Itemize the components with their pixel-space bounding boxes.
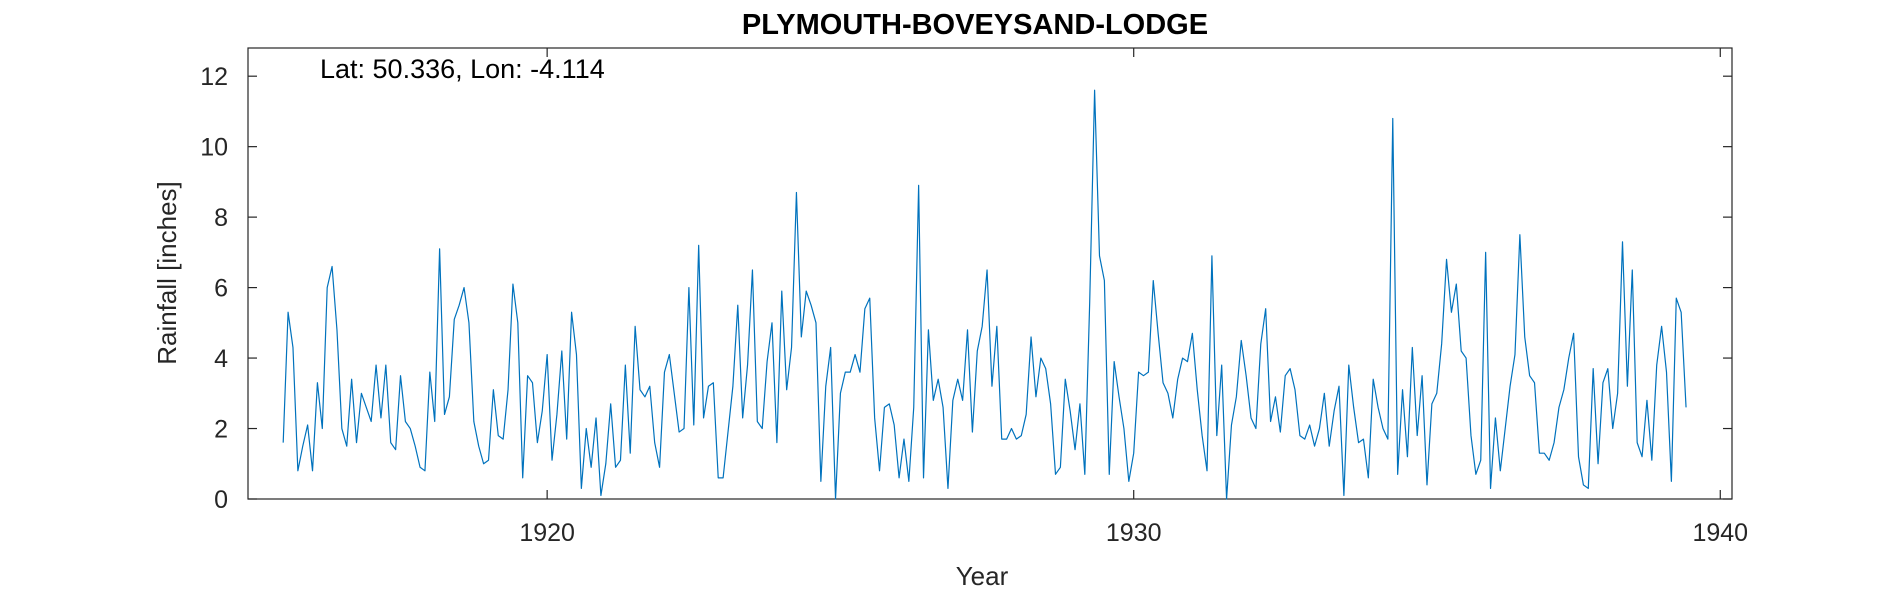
y-tick-label: 8 — [214, 204, 228, 232]
y-tick-label: 4 — [214, 345, 228, 373]
x-axis: 1920 1930 1940 — [519, 48, 1748, 547]
y-axis: 0 2 4 6 8 10 12 — [200, 63, 1732, 514]
chart-title: PLYMOUTH-BOVEYSAND-LODGE — [742, 9, 1208, 41]
location-annotation: Lat: 50.336, Lon: -4.114 — [320, 54, 605, 84]
x-tick-label: 1930 — [1106, 519, 1162, 547]
y-tick-label: 2 — [214, 416, 228, 444]
x-tick-label: 1940 — [1692, 519, 1748, 547]
x-tick-label: 1920 — [519, 519, 575, 547]
y-tick-label: 6 — [214, 275, 228, 303]
y-axis-label: Rainfall [inches] — [152, 181, 182, 365]
y-tick-label: 0 — [214, 486, 228, 514]
y-tick-label: 12 — [200, 63, 228, 91]
y-tick-label: 10 — [200, 134, 228, 162]
plot-area — [247, 47, 1733, 500]
x-axis-label: Year — [956, 561, 1009, 591]
rainfall-series-line — [282, 89, 1687, 500]
plot-frame — [247, 47, 1733, 500]
